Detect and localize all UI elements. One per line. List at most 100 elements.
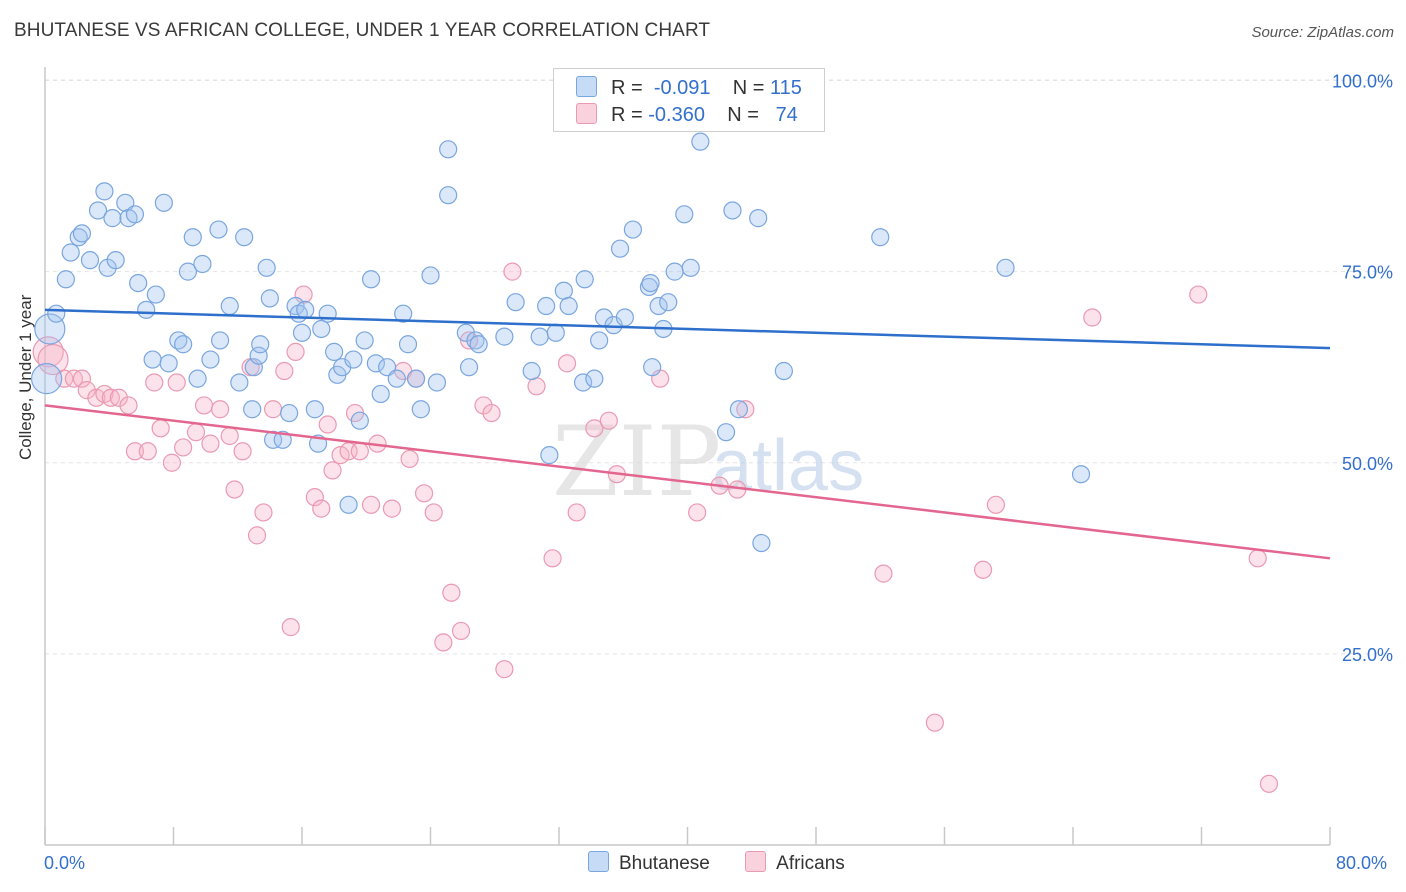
africans-point (543, 549, 562, 568)
africans-swatch (576, 103, 597, 124)
africans-point (210, 400, 230, 419)
bhutanese-point (554, 281, 573, 300)
africans-point (194, 396, 214, 415)
bhutanese-point (675, 205, 694, 224)
bhutanese-point (125, 205, 145, 224)
bhutanese-point (659, 293, 678, 312)
bhutanese-point (546, 323, 565, 342)
n-label: N = (727, 104, 759, 126)
africans-point (495, 660, 514, 679)
bhutanese-point (34, 313, 66, 345)
bhutanese-point (459, 358, 479, 377)
africans-point (151, 419, 170, 438)
bhutanese-point (143, 350, 162, 369)
africans-swatch (745, 851, 767, 872)
series-legend: Bhutanese Africans (588, 851, 875, 875)
x-tick-label-max: 80.0% (1336, 853, 1388, 873)
bhutanese-point (641, 273, 660, 293)
bhutanese-swatch (588, 851, 609, 872)
bhutanese-point (47, 304, 66, 323)
bhutanese-point (456, 323, 475, 342)
africans-point (125, 442, 145, 461)
bhutanese-point (522, 361, 541, 381)
bhutanese-point (273, 430, 292, 449)
africans-point (233, 442, 252, 461)
bhutanese-point (249, 346, 268, 365)
bhutanese-point (729, 400, 749, 419)
legend-row-bhutanese: R = -0.091 N = 115 (576, 76, 802, 100)
africans-point (557, 354, 577, 373)
y-tick-labels: 25.0% 50.0% 75.0% 100.0% (1332, 72, 1393, 665)
bhutanese-point (371, 384, 390, 404)
bhutanese-point (280, 403, 299, 423)
bhutanese-point (774, 361, 793, 381)
bhutanese-point (80, 251, 100, 270)
bhutanese-point (61, 243, 80, 262)
bhutanese-point (590, 331, 609, 350)
africans-point (174, 438, 193, 457)
legend-item-bhutanese[interactable]: Bhutanese (588, 851, 710, 875)
bhutanese-point (749, 209, 768, 228)
africans-point (201, 434, 220, 453)
africans-point (318, 415, 337, 434)
africans-point (567, 503, 586, 522)
africans-point (167, 373, 186, 392)
africans-point (424, 503, 443, 522)
bhutanese-point (610, 239, 630, 258)
bhutanese-point (681, 258, 700, 277)
africans-point (109, 388, 128, 407)
africans-point (77, 381, 96, 400)
bhutanese-point (871, 228, 890, 247)
bhutanese-point (296, 300, 315, 319)
bhutanese-point (220, 296, 239, 316)
africans-point (874, 564, 893, 583)
y-tick-label: 25.0% (1342, 645, 1393, 665)
bhutanese-points (31, 132, 1091, 553)
bhutanese-point (178, 262, 198, 281)
africans-point (312, 499, 331, 518)
bhutanese-point (615, 308, 634, 327)
africans-point (263, 400, 283, 419)
africans-point (37, 343, 69, 376)
bhutanese-point (103, 209, 122, 228)
bhutanese-point (95, 182, 114, 201)
bhutanese-point (243, 400, 262, 419)
bhutanese-point (573, 373, 593, 392)
r-label: R = (611, 104, 643, 126)
africans-point (254, 503, 273, 522)
bhutanese-point (56, 270, 75, 289)
africans-point (925, 713, 944, 732)
africans-point (281, 618, 300, 637)
africans-point (1248, 549, 1267, 568)
bhutanese-point (312, 319, 331, 339)
bhutanese-point (31, 363, 63, 395)
bhutanese-point (159, 354, 178, 373)
africans-point (220, 426, 239, 446)
legend-item-africans[interactable]: Africans (745, 851, 845, 875)
bhutanese-trend-line (44, 308, 1331, 350)
bhutanese-point (366, 354, 385, 373)
bhutanese-point (305, 400, 324, 419)
bhutanese-point (394, 304, 413, 323)
bhutanese-point (387, 369, 406, 388)
bhutanese-point (344, 350, 363, 369)
bhutanese-swatch (576, 76, 597, 97)
bhutanese-point (1071, 465, 1091, 484)
bhutanese-point (439, 186, 458, 205)
africans-point (361, 495, 381, 514)
n-value: 115 (770, 77, 802, 99)
bhutanese-point (421, 266, 440, 285)
bhutanese-point (355, 331, 374, 350)
africans-point (736, 400, 755, 419)
bhutanese-point (188, 369, 207, 388)
bhutanese-point (585, 369, 604, 388)
africans-point (225, 480, 244, 499)
x-tick-label-min: 0.0% (44, 853, 86, 873)
chart-title: BHUTANESE VS AFRICAN COLLEGE, UNDER 1 YE… (14, 20, 711, 41)
bhutanese-point (752, 533, 771, 553)
africans-point (1189, 285, 1208, 304)
bhutanese-point (251, 335, 270, 354)
bhutanese-point (88, 201, 108, 220)
n-value: 74 (775, 104, 798, 126)
